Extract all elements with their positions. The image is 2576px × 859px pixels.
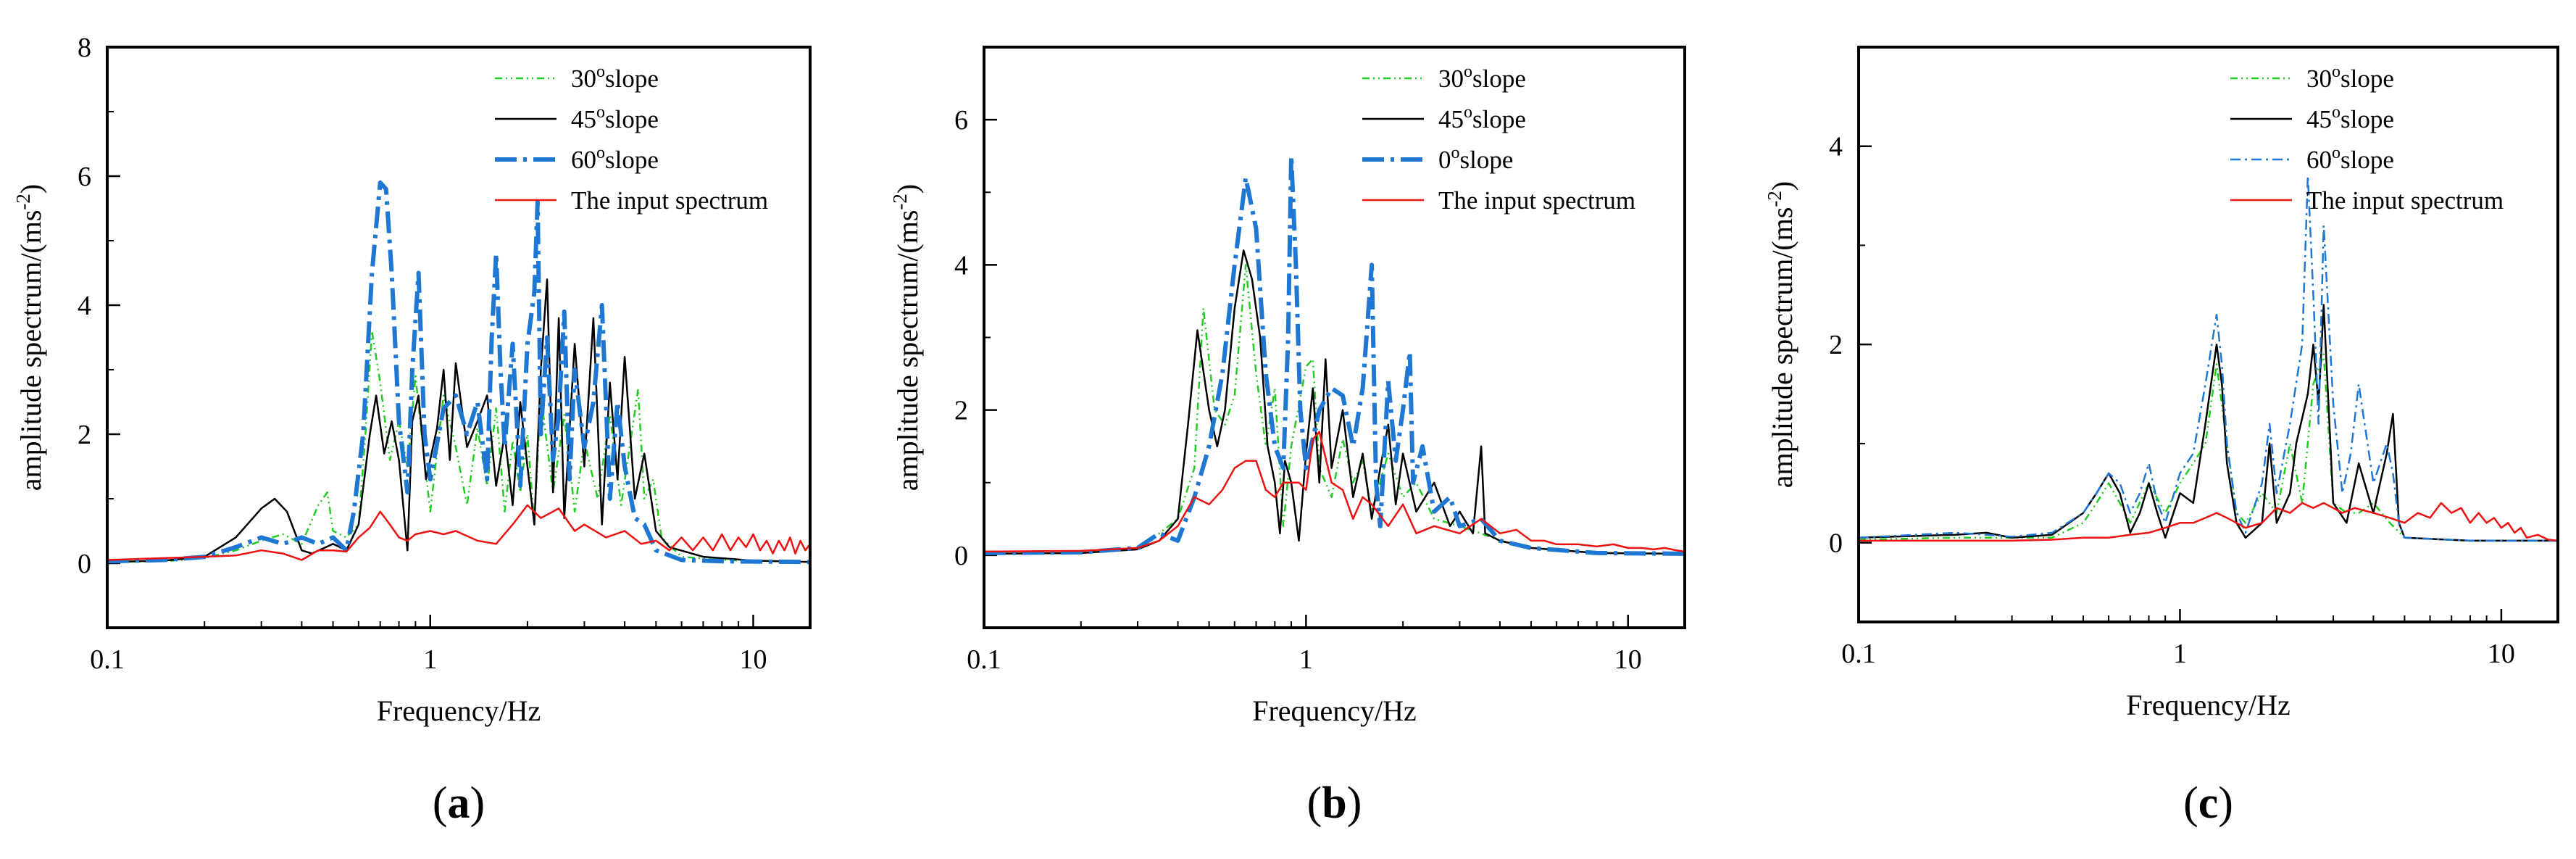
legend-label: 60oslope: [2306, 144, 2394, 174]
panel-label: (a): [433, 779, 485, 828]
legend-label: 30oslope: [2306, 62, 2394, 93]
series-line-30-deg-slope: [984, 264, 1685, 555]
chart-panel-c: 0.1 1 10 0 2 4 30oslope 45oslope 60oslope The inp…: [1764, 46, 2559, 828]
legend-label: 45oslope: [1438, 103, 1526, 133]
y-tick-label: 4: [1829, 132, 1843, 162]
plot-frame: [983, 46, 1686, 629]
x-tick-label: 10: [1614, 644, 1642, 675]
plot-frame: [1857, 46, 2559, 623]
y-tick-label: 2: [1829, 330, 1843, 360]
y-tick-label: 2: [78, 420, 91, 450]
x-tick-label: 10: [740, 644, 767, 675]
x-tick-label: 1: [1299, 644, 1313, 675]
x-tick-label: 0.1: [1841, 639, 1876, 669]
y-tick-label: 4: [78, 291, 91, 321]
y-tick-label: 4: [954, 250, 968, 281]
legend-label: 45oslope: [571, 103, 659, 133]
y-axis-label: amplitude spectrum/(ms-2): [12, 184, 47, 491]
legend-label: 45oslope: [2306, 103, 2394, 133]
legend-label: 60oslope: [571, 144, 659, 174]
x-tick-label: 0.1: [967, 644, 1001, 675]
legend-label: 0oslope: [1438, 144, 1513, 174]
y-tick-label: 6: [954, 105, 968, 136]
legend-label: 30oslope: [1438, 62, 1526, 93]
y-tick-label: 0: [954, 541, 968, 571]
y-tick-label: 2: [954, 396, 968, 426]
y-tick-label: 6: [78, 162, 91, 192]
legend-label: 30oslope: [571, 62, 659, 93]
x-tick-label: 1: [2173, 639, 2187, 669]
legend: 30oslope 45oslope 60oslope The input spectr…: [495, 62, 768, 215]
panel-label: (c): [2183, 779, 2233, 828]
series-line-45-deg-slope: [1859, 304, 2558, 542]
series-line-45-deg-slope: [984, 249, 1685, 555]
y-tick-label: 0: [1829, 528, 1843, 559]
x-tick-label: 10: [2488, 639, 2515, 669]
legend: 30oslope 45oslope 0oslope The input spectru…: [1362, 62, 1635, 215]
series-line-60-deg-slope: [1859, 175, 2558, 542]
series-line-input-spectrum: [1859, 502, 2558, 542]
series-line-input-spectrum: [107, 504, 810, 561]
x-tick-label: 1: [423, 644, 437, 675]
panel-label: (b): [1307, 779, 1362, 828]
series-line-30-deg-slope: [107, 330, 810, 563]
y-tick-label: 0: [78, 549, 91, 579]
legend-label: The input spectrum: [2306, 186, 2504, 215]
x-axis-label: Frequency/Hz: [1252, 694, 1417, 727]
x-tick-label: 0.1: [90, 644, 125, 675]
series-line-input-spectrum: [984, 431, 1685, 553]
plot-frame: [106, 46, 812, 629]
series-line-0-deg-slope: [984, 154, 1685, 556]
y-axis-label: amplitude spectrum/(ms-2): [1764, 181, 1798, 489]
legend-label: The input spectrum: [1438, 186, 1635, 215]
series-line-60-deg-slope: [107, 180, 810, 565]
x-axis-label: Frequency/Hz: [377, 694, 541, 727]
x-axis-label: Frequency/Hz: [2126, 689, 2291, 721]
y-tick-label: 8: [78, 33, 91, 63]
chart-panel-a: 0.1 1 10 0 2 4 6 8 30oslope 45oslope 60oslope The i…: [12, 33, 812, 828]
series-line-45-deg-slope: [107, 278, 810, 563]
y-axis-label: amplitude spectrum/(ms-2): [889, 184, 924, 491]
legend-label: The input spectrum: [571, 186, 768, 215]
legend: 30oslope 45oslope 60oslope The input spectr…: [2230, 62, 2504, 215]
chart-panel-b: 0.1 1 10 0 2 4 6 30oslope 45oslope 0oslope The inp…: [889, 46, 1686, 828]
